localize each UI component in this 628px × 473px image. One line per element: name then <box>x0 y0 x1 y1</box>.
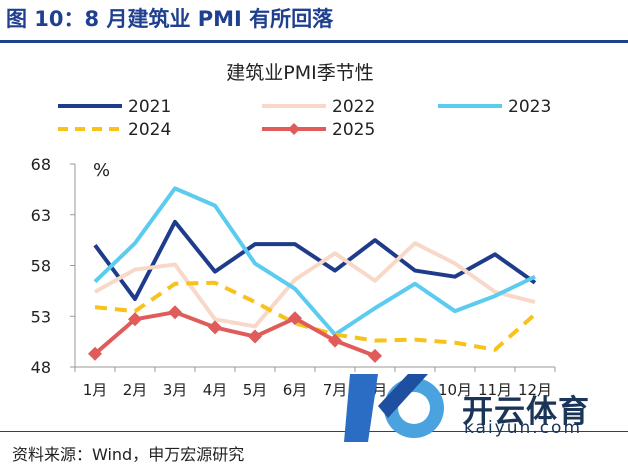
y-tick-label: 68 <box>31 155 51 174</box>
series-point-2025 <box>288 311 302 326</box>
source-divider <box>0 431 628 432</box>
y-tick-label: 48 <box>31 358 51 377</box>
series-layer <box>88 186 537 363</box>
y-tick-label: 53 <box>31 307 51 326</box>
series-point-2025 <box>208 320 222 335</box>
x-tick-label: 6月 <box>283 381 308 399</box>
x-tick-label: 10月 <box>438 381 472 399</box>
x-tick-label: 1月 <box>83 381 108 399</box>
x-tick-label: 3月 <box>163 381 188 399</box>
y-axis-unit: % <box>93 160 110 181</box>
figure-title: 图 10：8 月建筑业 PMI 有所回落 <box>6 7 334 31</box>
x-tick-label: 4月 <box>203 381 228 399</box>
source-note: 资料来源：Wind，申万宏源研究 <box>12 445 245 464</box>
series-line-2024 <box>94 280 537 352</box>
series-point-2025 <box>88 346 102 361</box>
y-tick-label: 58 <box>31 257 51 276</box>
chart: 建筑业PMI季节性 2021 2022 2023 2024 2025 48 53 58 63 6… <box>31 62 556 399</box>
watermark-text: 开云体育 <box>462 394 590 430</box>
legend-label-2024: 2024 <box>128 120 171 140</box>
series-line-2025 <box>93 310 376 358</box>
series-line-2022 <box>94 241 536 329</box>
series-line-2021 <box>93 219 537 301</box>
series-point-2025 <box>168 305 182 320</box>
title-divider <box>0 40 628 43</box>
legend-label-2022: 2022 <box>332 97 375 117</box>
legend-label-2025: 2025 <box>332 120 375 140</box>
y-tick-label: 63 <box>31 206 51 225</box>
chart-title: 建筑业PMI季节性 <box>226 62 373 84</box>
watermark-subtext: kaiyun.com <box>464 418 583 438</box>
legend: 2021 2022 2023 2024 2025 <box>58 97 551 140</box>
x-tick-label: 11月 <box>478 381 512 399</box>
x-tick-label: 12月 <box>518 381 552 399</box>
legend-label-2021: 2021 <box>128 97 171 117</box>
series-point-2025 <box>328 333 342 348</box>
x-tick-label: 5月 <box>243 381 268 399</box>
watermark-logo-icon <box>344 374 444 442</box>
series-point-2025 <box>128 312 142 327</box>
series-line-2023 <box>93 186 536 337</box>
series-point-2025 <box>368 348 382 363</box>
legend-label-2023: 2023 <box>508 97 551 117</box>
legend-marker-2025 <box>288 123 300 135</box>
x-tick-label: 2月 <box>123 381 148 399</box>
x-tick-label: 7月 <box>323 381 348 399</box>
series-point-2025 <box>248 329 262 344</box>
